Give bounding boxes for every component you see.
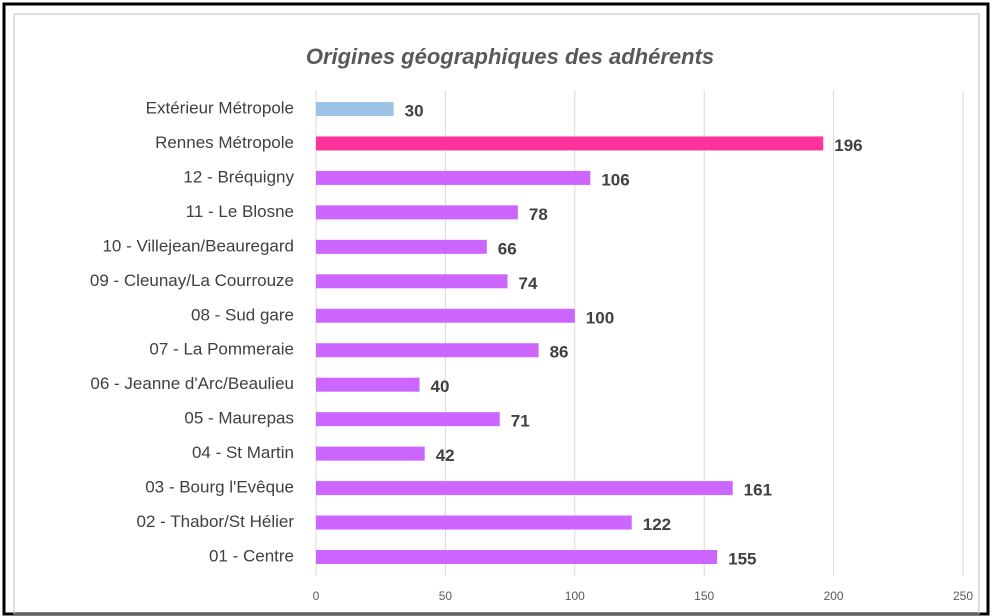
category-label: Extérieur Métropole: [146, 98, 294, 117]
value-label: 196: [834, 136, 862, 155]
chart-title: Origines géographiques des adhérents: [306, 44, 714, 69]
value-label: 100: [586, 308, 614, 327]
category-label: 05 - Maurepas: [184, 409, 294, 428]
x-tick-label: 0: [313, 589, 320, 603]
bar: [316, 274, 508, 289]
value-label: 30: [405, 101, 424, 120]
bar: [316, 446, 425, 461]
category-label: 03 - Bourg l'Evêque: [145, 478, 294, 497]
value-label: 155: [728, 549, 756, 568]
x-tick-label: 150: [694, 589, 714, 603]
x-tick-label: 50: [439, 589, 453, 603]
value-label: 78: [529, 205, 548, 224]
value-label: 66: [498, 239, 517, 258]
bar: [316, 343, 539, 358]
value-label: 161: [744, 481, 772, 500]
value-label: 42: [436, 446, 455, 465]
bar: [316, 239, 487, 254]
bar: [316, 102, 394, 116]
bar: [316, 205, 518, 220]
bar: [316, 136, 824, 151]
x-tick-label: 250: [953, 589, 973, 603]
bar: [316, 515, 632, 530]
bar: [316, 550, 718, 564]
bar: [316, 377, 420, 392]
bar: [316, 481, 733, 496]
category-label: 11 - Le Blosne: [186, 202, 294, 221]
value-label: 40: [431, 377, 450, 396]
category-label: 02 - Thabor/St Hélier: [137, 512, 295, 531]
bar: [316, 170, 591, 185]
value-label: 71: [511, 412, 530, 431]
category-label: 12 - Bréquigny: [183, 167, 294, 186]
category-label: 08 - Sud gare: [191, 305, 294, 324]
chart-frame: [13, 13, 980, 615]
x-tick-label: 100: [565, 589, 585, 603]
value-label: 74: [519, 274, 538, 293]
category-label: 01 - Centre: [209, 546, 294, 565]
value-label: 86: [550, 343, 569, 362]
value-label: 122: [643, 515, 671, 534]
bar: [316, 412, 500, 427]
bar: [316, 308, 575, 323]
category-label: 07 - La Pommeraie: [149, 340, 294, 359]
category-label: 09 - Cleunay/La Courrouze: [90, 271, 294, 290]
x-tick-label: 200: [824, 589, 844, 603]
value-label: 106: [601, 170, 629, 189]
category-label: 06 - Jeanne d'Arc/Beaulieu: [90, 374, 294, 393]
category-label: Rennes Métropole: [155, 133, 294, 152]
category-label: 04 - St Martin: [192, 443, 294, 462]
category-label: 10 - Villejean/Beauregard: [102, 236, 294, 255]
